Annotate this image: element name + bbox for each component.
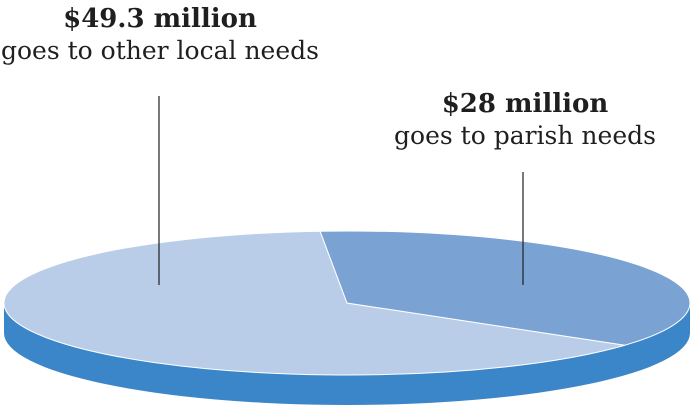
pie-slice-parish-needs <box>319 230 691 346</box>
slice-amount-label: $49.3 million <box>63 4 257 34</box>
slice-amount-label: $28 million <box>441 89 609 119</box>
pie-side-edge <box>4 303 690 405</box>
slice-description-label: goes to other local needs <box>1 35 319 65</box>
slice-description-label: goes to parish needs <box>394 120 656 150</box>
slice-label-other-local-needs: $49.3 million goes to other local needs <box>0 4 320 66</box>
slice-label-parish-needs: $28 million goes to parish needs <box>375 89 675 151</box>
